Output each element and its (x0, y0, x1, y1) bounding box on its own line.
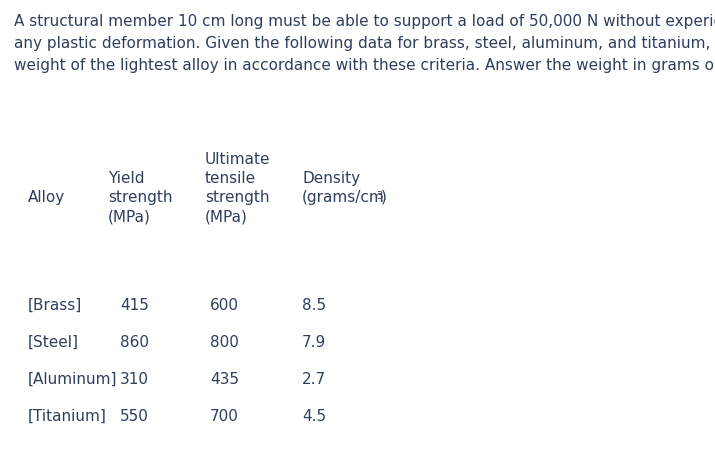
Text: [Titanium]: [Titanium] (28, 409, 107, 424)
Text: 700: 700 (210, 409, 239, 424)
Text: Yield: Yield (108, 171, 144, 186)
Text: tensile: tensile (205, 171, 256, 186)
Text: strength: strength (205, 190, 270, 205)
Text: 7.9: 7.9 (302, 335, 326, 350)
Text: any plastic deformation. Given the following data for brass, steel, aluminum, an: any plastic deformation. Given the follo… (14, 36, 715, 51)
Text: 435: 435 (210, 372, 239, 387)
Text: [Steel]: [Steel] (28, 335, 79, 350)
Text: 860: 860 (120, 335, 149, 350)
Text: 4.5: 4.5 (302, 409, 326, 424)
Text: 550: 550 (120, 409, 149, 424)
Text: Alloy: Alloy (28, 190, 65, 205)
Text: (MPa): (MPa) (205, 210, 248, 225)
Text: 310: 310 (120, 372, 149, 387)
Text: 2.7: 2.7 (302, 372, 326, 387)
Text: 8.5: 8.5 (302, 298, 326, 313)
Text: [Aluminum]: [Aluminum] (28, 372, 117, 387)
Text: 800: 800 (210, 335, 239, 350)
Text: strength: strength (108, 190, 172, 205)
Text: 415: 415 (120, 298, 149, 313)
Text: A structural member 10 cm long must be able to support a load of 50,000 N withou: A structural member 10 cm long must be a… (14, 14, 715, 29)
Text: (grams/cm: (grams/cm (302, 190, 385, 205)
Text: weight of the lightest alloy in accordance with these criteria. Answer the weigh: weight of the lightest alloy in accordan… (14, 58, 715, 73)
Text: 600: 600 (210, 298, 239, 313)
Text: 3: 3 (376, 191, 383, 201)
Text: (MPa): (MPa) (108, 210, 151, 225)
Text: Ultimate: Ultimate (205, 152, 270, 167)
Text: [Brass]: [Brass] (28, 298, 82, 313)
Text: Density: Density (302, 171, 360, 186)
Text: ): ) (381, 190, 387, 205)
